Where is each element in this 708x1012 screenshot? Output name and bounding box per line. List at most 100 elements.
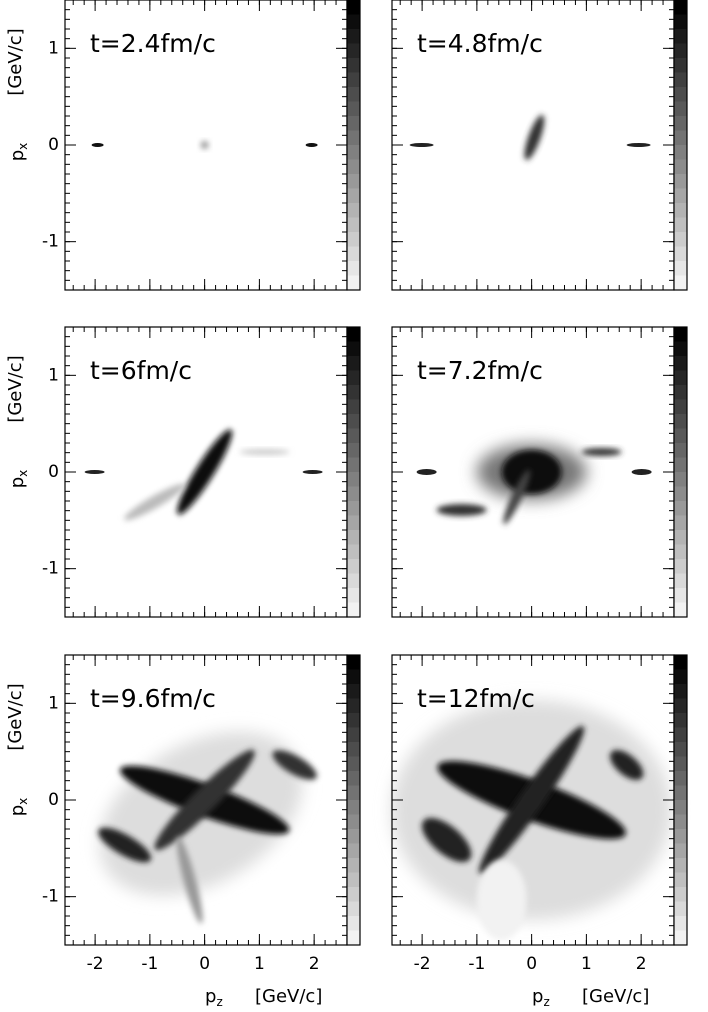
colorbar-band [674,669,687,684]
colorbar-band [347,246,360,261]
y-tick-label: -1 [42,232,59,252]
colorbar-band [674,414,687,429]
colorbar-band [347,588,360,603]
panel: -1 0 1 t=2.4fm/c [GeV/c] px [5,0,361,291]
colorbar-band [347,829,360,844]
colorbar-band [674,501,687,516]
colorbar-band [347,858,360,873]
colorbar-band [347,501,360,516]
colorbar-band [674,217,687,232]
density-blob [305,143,318,147]
colorbar-band [347,930,360,945]
y-tick-label: -1 [42,887,59,907]
colorbar-band [674,559,687,574]
density [409,114,651,161]
axis-label: px [7,143,30,162]
colorbar-band [674,58,687,73]
colorbar-band [347,145,360,160]
colorbar-band [347,356,360,371]
density-blob [409,143,434,147]
colorbar-band [347,14,360,29]
colorbar-band [347,559,360,574]
density-blob [416,469,437,475]
colorbar-band [674,43,687,58]
panel: t=4.8fm/c [391,0,688,291]
colorbar-band [674,443,687,458]
colorbar-band [347,341,360,356]
panel-title: t=6fm/c [90,356,192,385]
colorbar-band [347,443,360,458]
colorbar-band [674,29,687,44]
x-tick-label: -1 [468,954,485,974]
label-main: p [7,150,28,161]
density-blob [176,836,203,924]
colorbar-band [347,530,360,545]
axis-label: pz [532,986,550,1009]
colorbar-band [347,655,360,670]
density-blob [84,470,105,474]
colorbar-band [347,87,360,102]
colorbar-band [347,472,360,487]
colorbar-band [674,916,687,931]
colorbar-band [674,370,687,385]
axis-label: px [7,798,30,817]
density-blob [501,450,562,494]
colorbar-band [347,159,360,174]
colorbar-band [347,916,360,931]
density [84,429,323,521]
colorbar-band [347,72,360,87]
label-main: p [7,805,28,816]
axis-label: px [7,470,30,489]
x-tick-label: 1 [254,954,265,974]
panel: t=7.2fm/c [391,326,688,618]
density-blob [98,827,152,863]
colorbar-band [347,261,360,276]
colorbar-band [347,756,360,771]
colorbar-band [347,428,360,443]
panel-title: t=12fm/c [417,684,535,713]
colorbar-band [347,814,360,829]
y-tick-label: 1 [48,693,59,713]
colorbar-band [674,602,687,617]
panel-title: t=7.2fm/c [417,356,543,385]
density-blob [503,469,531,525]
density-blob [302,470,323,474]
colorbar-band [674,771,687,786]
panel-title: t=2.4fm/c [90,29,216,58]
density [391,700,672,940]
colorbar-band [674,130,687,145]
colorbar-band [674,327,687,342]
label-subscript: x [16,143,30,150]
colorbar-band [674,742,687,757]
colorbar-band [347,58,360,73]
axis-unit: [GeV/c] [5,28,26,95]
colorbar-band [674,901,687,916]
density-blob [581,448,622,456]
colorbar-band [674,356,687,371]
label-main: p [205,986,216,1007]
label-subscript: x [16,798,30,805]
colorbar-band [347,174,360,189]
colorbar-band [347,544,360,559]
x-tick-label: -2 [87,954,104,974]
y-tick-label: 0 [48,790,59,810]
colorbar-band [674,341,687,356]
y-tick-label: 1 [48,38,59,58]
colorbar-band [674,87,687,102]
y-tick-label: 0 [48,135,59,155]
x-tick-label: 2 [309,954,320,974]
colorbar-band [347,669,360,684]
x-tick-label: -1 [141,954,158,974]
colorbar-band [347,232,360,247]
colorbar-band [347,602,360,617]
colorbar-band [674,385,687,400]
density-blob [524,114,545,161]
colorbar-band [347,43,360,58]
density-blob [476,860,527,940]
colorbar-band [347,130,360,145]
panel-title: t=4.8fm/c [417,29,543,58]
colorbar-band [347,901,360,916]
density [91,141,318,149]
y-tick-label: 1 [48,365,59,385]
